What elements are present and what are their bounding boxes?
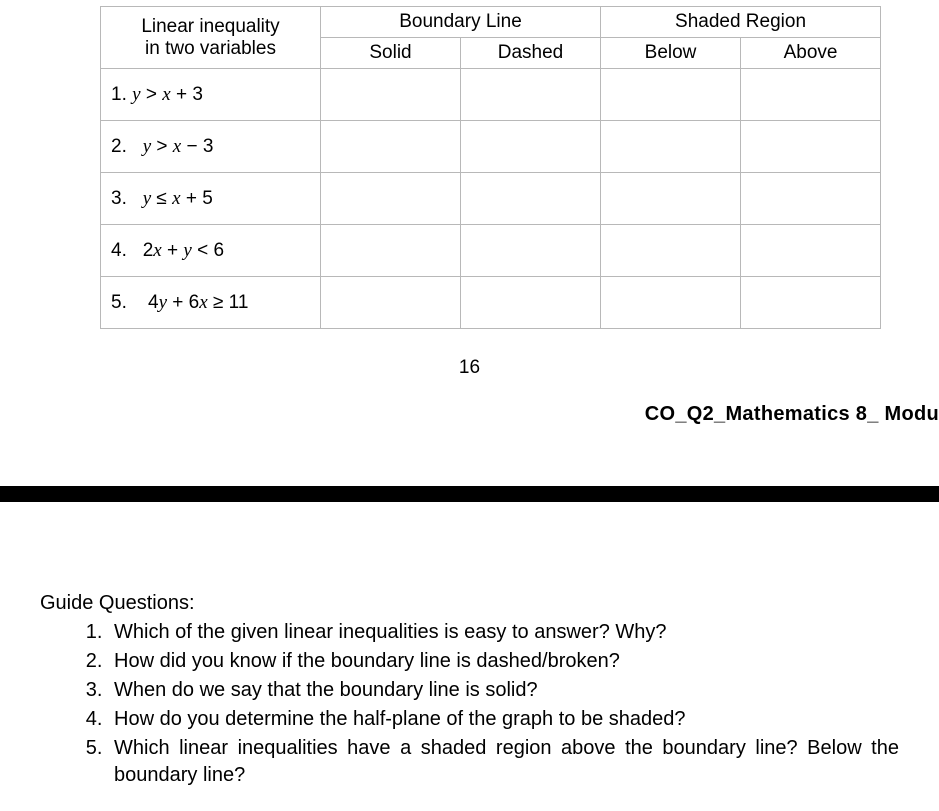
answer-cell — [741, 121, 881, 173]
answer-cell — [601, 121, 741, 173]
table-row: 4. 2x + y < 6 — [101, 225, 881, 277]
footer-module-label: CO_Q2_Mathematics 8_ Modu — [0, 403, 939, 426]
inequality-cell: 4. 2x + y < 6 — [101, 225, 321, 277]
header-inequality-line2: in two variables — [145, 38, 276, 59]
page-number: 16 — [0, 357, 939, 379]
header-solid: Solid — [321, 38, 461, 69]
table-row: 3. y ≤ x + 5 — [101, 173, 881, 225]
answer-cell — [461, 277, 601, 329]
header-shaded: Shaded Region — [601, 7, 881, 38]
separator-bar — [0, 486, 939, 502]
row-number: 2. — [111, 136, 127, 157]
answer-cell — [321, 173, 461, 225]
guide-question-item: Which linear inequalities have a shaded … — [108, 735, 899, 789]
table-container: Linear inequality in two variables Bound… — [0, 0, 939, 329]
header-inequality-line1: Linear inequality — [141, 16, 279, 37]
row-number: 5. — [111, 292, 127, 313]
answer-cell — [461, 173, 601, 225]
answer-cell — [741, 69, 881, 121]
guide-question-item: How do you determine the half-plane of t… — [108, 706, 899, 733]
inequality-cell: 2. y > x − 3 — [101, 121, 321, 173]
answer-cell — [741, 225, 881, 277]
inequality-cell: 3. y ≤ x + 5 — [101, 173, 321, 225]
row-expression: 4y + 6x ≥ 11 — [148, 292, 248, 313]
inequality-cell: 5. 4y + 6x ≥ 11 — [101, 277, 321, 329]
guide-questions-title: Guide Questions: — [40, 592, 899, 615]
header-below: Below — [601, 38, 741, 69]
answer-cell — [461, 121, 601, 173]
answer-cell — [461, 225, 601, 277]
header-inequality: Linear inequality in two variables — [101, 7, 321, 69]
guide-question-item: When do we say that the boundary line is… — [108, 677, 899, 704]
answer-cell — [321, 225, 461, 277]
table-body: 1. y > x + 32. y > x − 33. y ≤ x + 54. 2… — [101, 69, 881, 329]
inequality-table: Linear inequality in two variables Bound… — [100, 6, 881, 329]
header-above: Above — [741, 38, 881, 69]
answer-cell — [741, 173, 881, 225]
guide-question-item: Which of the given linear inequalities i… — [108, 619, 899, 646]
table-row: 2. y > x − 3 — [101, 121, 881, 173]
row-number: 4. — [111, 240, 127, 261]
row-expression: y > x + 3 — [132, 84, 203, 105]
guide-questions-section: Guide Questions: Which of the given line… — [0, 502, 939, 811]
header-boundary: Boundary Line — [321, 7, 601, 38]
answer-cell — [461, 69, 601, 121]
answer-cell — [601, 69, 741, 121]
guide-question-item: How did you know if the boundary line is… — [108, 648, 899, 675]
answer-cell — [601, 277, 741, 329]
row-expression: y > x − 3 — [143, 136, 214, 157]
page-root: Linear inequality in two variables Bound… — [0, 0, 939, 811]
guide-questions-list: Which of the given linear inequalities i… — [40, 619, 899, 789]
inequality-cell: 1. y > x + 3 — [101, 69, 321, 121]
answer-cell — [601, 173, 741, 225]
answer-cell — [601, 225, 741, 277]
answer-cell — [321, 277, 461, 329]
table-row: 1. y > x + 3 — [101, 69, 881, 121]
row-number: 1. — [111, 84, 127, 105]
answer-cell — [321, 121, 461, 173]
row-expression: y ≤ x + 5 — [143, 188, 213, 209]
answer-cell — [741, 277, 881, 329]
table-header-row-1: Linear inequality in two variables Bound… — [101, 7, 881, 38]
answer-cell — [321, 69, 461, 121]
table-row: 5. 4y + 6x ≥ 11 — [101, 277, 881, 329]
row-number: 3. — [111, 188, 127, 209]
row-expression: 2x + y < 6 — [143, 240, 224, 261]
header-dashed: Dashed — [461, 38, 601, 69]
